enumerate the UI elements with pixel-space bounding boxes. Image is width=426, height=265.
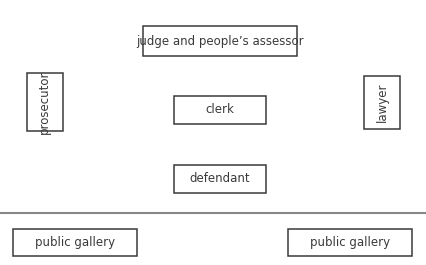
FancyBboxPatch shape (174, 96, 265, 124)
FancyBboxPatch shape (288, 229, 411, 256)
Text: prosecutor: prosecutor (38, 70, 51, 134)
Text: lawyer: lawyer (375, 82, 388, 122)
FancyBboxPatch shape (363, 76, 400, 129)
FancyBboxPatch shape (26, 73, 63, 131)
FancyBboxPatch shape (143, 26, 296, 56)
Text: judge and people’s assessor: judge and people’s assessor (136, 34, 303, 48)
Text: defendant: defendant (189, 172, 250, 185)
FancyBboxPatch shape (174, 165, 265, 193)
Text: clerk: clerk (205, 103, 234, 117)
Text: public gallery: public gallery (309, 236, 389, 249)
Text: public gallery: public gallery (35, 236, 115, 249)
FancyBboxPatch shape (13, 229, 136, 256)
